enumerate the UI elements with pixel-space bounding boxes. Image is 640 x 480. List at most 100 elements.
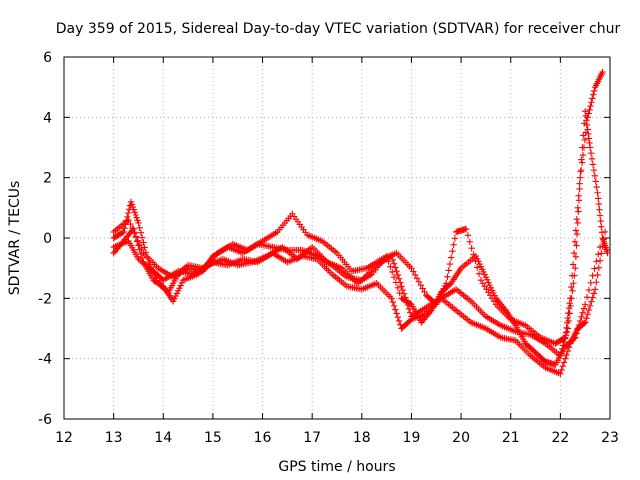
tick-labels: 12 13 14 15 16 17 18 19 20 21 22 23 -6 -4 -2 0 2 4 6	[38, 50, 619, 446]
data-point-track-d	[394, 284, 402, 291]
data-point-track-a	[137, 229, 145, 236]
data-point-track-b	[570, 280, 577, 287]
data-point-track-d	[578, 313, 585, 321]
data-point-track-b	[572, 264, 579, 272]
data-point-track-c	[588, 155, 596, 163]
data-point-track-c	[572, 227, 580, 234]
data-point-track-d	[589, 272, 596, 279]
data-point-track-c	[411, 271, 419, 279]
y-tick-label: -6	[38, 412, 52, 428]
data-point-track-c	[475, 270, 483, 278]
data-point-track-c	[134, 237, 142, 244]
x-tick-label: 14	[154, 430, 172, 446]
data-point-track-c	[130, 229, 138, 236]
data-point-track-a	[591, 286, 599, 293]
data-point-track-c	[127, 220, 134, 228]
data-point-track-c	[573, 215, 581, 223]
data-point-track-b	[573, 242, 580, 249]
data-point-track-c	[570, 249, 578, 257]
data-point-track-b	[390, 302, 398, 310]
data-point-track-d	[396, 289, 403, 297]
data-point-track-c	[563, 319, 571, 327]
data-point-track-c	[578, 156, 585, 163]
data-point-track-c	[579, 144, 586, 151]
data-point-track-c	[451, 235, 459, 242]
data-point-track-a	[595, 264, 603, 271]
data-point-track-c	[598, 229, 606, 236]
data-point-track-a	[399, 286, 406, 294]
data-point-track-b	[389, 298, 397, 306]
data-point-track-c	[474, 264, 481, 271]
x-tick-label: 21	[502, 430, 520, 446]
data-point-track-b	[572, 253, 580, 261]
data-point-track-b	[134, 238, 141, 245]
data-point-track-a	[589, 294, 596, 301]
data-point-track-c	[565, 304, 573, 312]
y-tick-label: 4	[43, 110, 52, 126]
data-point-track-c	[462, 225, 470, 233]
data-point-track-c	[604, 249, 611, 257]
data-point-track-b	[575, 208, 582, 215]
data-point-track-c	[132, 233, 140, 240]
data-point-track-c	[125, 216, 132, 224]
data-point-track-d	[596, 243, 604, 251]
data-point-track-c	[129, 224, 136, 232]
data-point-track-a	[559, 363, 567, 370]
y-tick-label: 2	[43, 171, 52, 187]
data-point-track-a	[136, 224, 143, 232]
data-point-track-a	[393, 267, 400, 275]
data-point-track-c	[444, 273, 451, 281]
data-point-track-c	[562, 334, 569, 341]
data-point-track-d	[389, 268, 396, 276]
data-point-track-a	[140, 239, 147, 246]
data-point-track-a	[581, 320, 588, 327]
data-point-track-b	[569, 287, 576, 294]
x-tick-label: 23	[601, 430, 619, 446]
data-point-track-a	[392, 264, 399, 271]
data-point-track-a	[398, 283, 405, 290]
y-tick-label: 6	[43, 50, 52, 66]
data-point-track-d	[577, 317, 584, 325]
data-point-track-c	[587, 149, 595, 157]
data-point-track-c	[138, 245, 145, 253]
data-point-track-c	[408, 264, 415, 272]
data-point-track-c	[464, 232, 472, 239]
data-point-track-a	[119, 229, 126, 236]
data-point-track-b	[579, 151, 587, 159]
data-point-track-a	[141, 244, 148, 251]
data-point-track-a	[560, 359, 568, 366]
data-point-track-a	[125, 209, 132, 217]
axis-ticks	[63, 56, 611, 420]
data-point-track-c	[136, 241, 143, 248]
data-point-track-b	[578, 159, 586, 166]
data-points	[110, 68, 611, 377]
data-point-track-d	[426, 308, 434, 316]
data-point-track-c	[591, 172, 598, 179]
x-axis-label: GPS time / hours	[278, 459, 395, 475]
data-point-track-c	[589, 161, 597, 168]
data-point-track-c	[560, 335, 568, 342]
data-point-track-a	[588, 298, 595, 305]
data-point-track-c	[569, 261, 577, 268]
data-point-track-d	[587, 279, 594, 287]
data-point-track-b	[393, 310, 400, 317]
data-point-track-d	[572, 334, 579, 341]
data-point-track-c	[413, 275, 421, 282]
data-point-track-c	[571, 238, 579, 245]
data-point-track-c	[577, 168, 584, 175]
x-tick-label: 16	[254, 430, 272, 446]
data-point-track-b	[388, 295, 395, 302]
data-point-track-c	[466, 238, 473, 245]
data-point-track-d	[581, 301, 589, 308]
data-point-track-a	[557, 370, 564, 377]
data-point-track-c	[595, 200, 603, 208]
data-point-track-c	[410, 268, 417, 275]
chart-title: Day 359 of 2015, Sidereal Day-to-day VTE…	[56, 21, 621, 37]
data-point-track-c	[419, 285, 426, 292]
data-point-track-b	[586, 106, 593, 113]
data-point-track-d	[579, 309, 586, 316]
data-point-track-b	[587, 102, 594, 110]
data-point-track-a	[586, 302, 594, 310]
data-point-track-d	[580, 305, 588, 312]
x-tick-label: 12	[55, 430, 73, 446]
